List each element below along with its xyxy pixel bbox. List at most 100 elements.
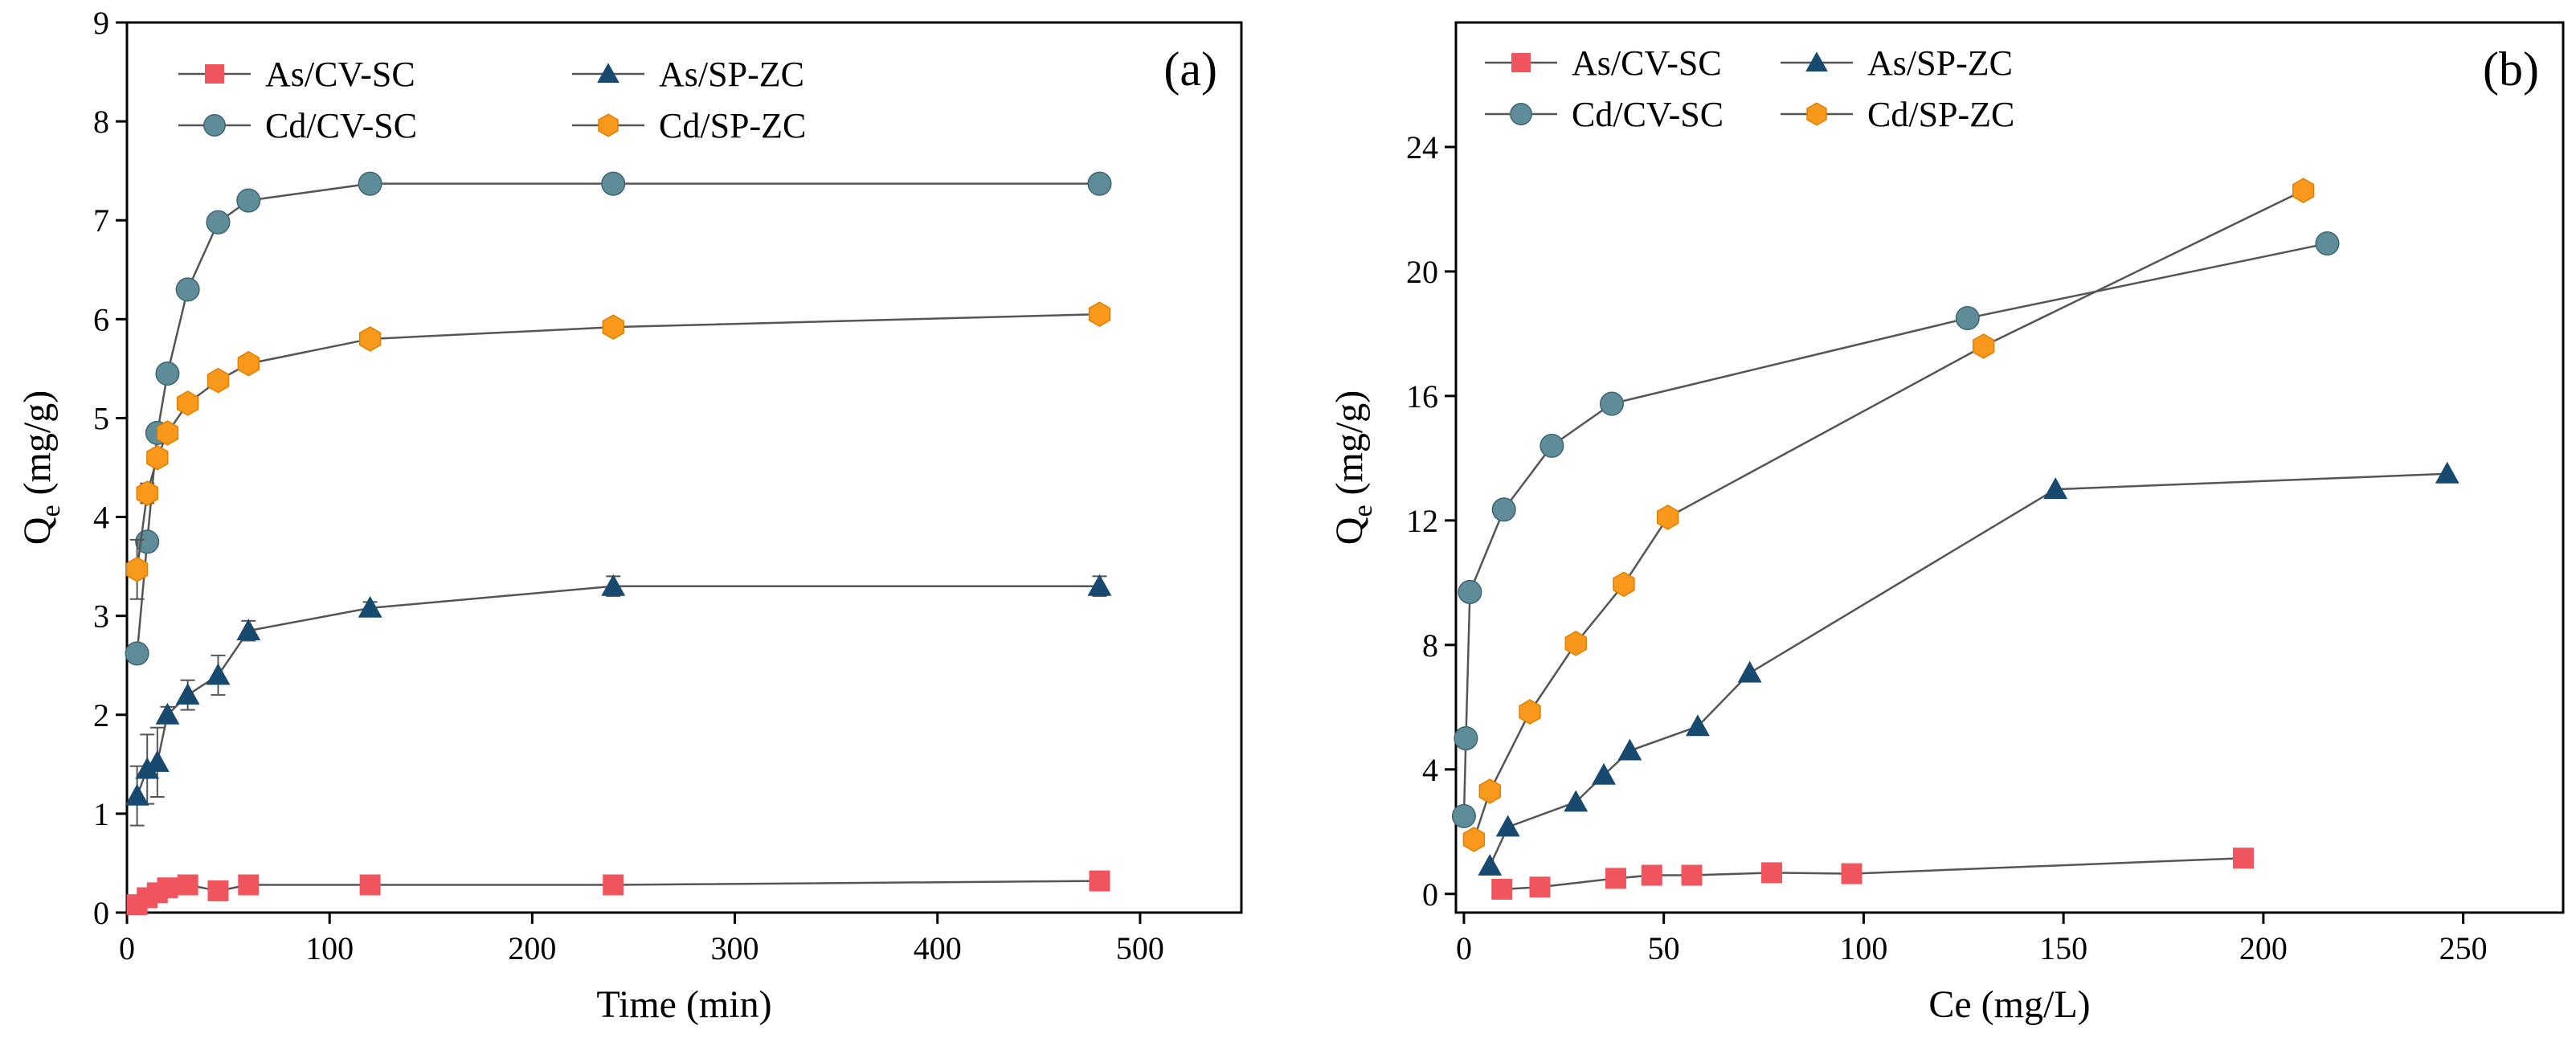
panel-b-series-cd-sp-zc-point — [1972, 333, 1995, 359]
panel-a-series-as-sp-zc-point — [206, 663, 231, 685]
panel-a-series-cd-cv-sc-point — [175, 277, 200, 302]
panel-b-legend: As/CV-SC As/SP-ZC Cd/CV-SC Cd/SP-ZC — [1485, 43, 2014, 134]
panel-b-series-as-cv-sc-point — [1491, 878, 1513, 900]
panel-a-series-as-cv-sc-point — [238, 874, 260, 896]
panel-a-plot-frame — [125, 21, 1243, 914]
panel-b-y-tick-label: 20 — [1406, 254, 1438, 290]
panel-a-legend-marker — [597, 63, 619, 84]
panel-b-legend-item: Cd/CV-SC — [1485, 95, 1723, 134]
panel-a-series-as-sp-zc-point — [155, 702, 180, 725]
panel-b-series-as-cv-sc-point — [1761, 862, 1783, 884]
panel-b-series-cd-cv-sc-point — [1539, 433, 1564, 458]
panel-a-panel-label: (a) — [1163, 43, 1217, 96]
panel-a-series-as-sp-zc-point — [601, 574, 626, 596]
panel-a-series-as-sp-zc-point — [175, 683, 200, 705]
panel-b-series-as-cv-sc-point — [1681, 864, 1703, 886]
panel-a-series-as-cv-sc-point — [157, 877, 178, 899]
panel-b-legend-marker — [1805, 51, 1828, 72]
panel-a-x-axis-label: Time (min) — [596, 983, 771, 1026]
panel-a-series-cd-sp-zc — [125, 301, 1111, 600]
panel-a-legend-item: As/CV-SC — [178, 55, 415, 94]
panel-b-chart: 0 50 100 150 200 250 0 4 8 12 16 20 24 Ce (mg/L) Qe (m… — [1328, 21, 2565, 1026]
panel-b-legend-marker — [1510, 103, 1532, 125]
panel-a-series-cd-cv-sc-point — [601, 171, 626, 196]
panel-b-x-tick-label: 0 — [1456, 930, 1472, 966]
panel-a-x-tick-label: 400 — [914, 930, 962, 966]
panel-a-legend: As/CV-SC As/SP-ZC Cd/CV-SC Cd/SP-ZC — [178, 55, 806, 145]
panel-b-series-cd-cv-sc-point — [1451, 803, 1476, 828]
panel-b-x-tick-label: 250 — [2439, 930, 2488, 966]
panel-b-series-cd-sp-zc-point — [2292, 178, 2315, 204]
panel-b-legend-item: As/SP-ZC — [1781, 43, 2013, 83]
panel-a-y-axis-label: Qe (mg/g) — [16, 390, 66, 545]
panel-b-series-cd-sp-zc-point — [1613, 571, 1635, 598]
panel-b-legend-label: Cd/CV-SC — [1572, 95, 1723, 134]
panel-a-series-cd-sp-zc-point — [1088, 301, 1111, 327]
panel-b-series-as-sp-zc-line — [1489, 472, 2447, 867]
panel-b-series-as-cv-sc-point — [1529, 876, 1551, 898]
panel-b-series-cd-sp-zc-point — [1564, 631, 1587, 656]
panel-a-legend-marker — [203, 114, 226, 137]
panel-a-series-cd-sp-zc-point — [156, 420, 179, 446]
panel-a-series-cd-sp-zc-line — [136, 312, 1100, 570]
panel-b-series-cd-sp-zc — [1462, 178, 2315, 852]
panel-a-series-cd-cv-sc-point — [125, 641, 149, 666]
panel-a-series-as-cv-sc-point — [177, 874, 198, 896]
panel-b-series-as-sp-zc-point — [2043, 477, 2068, 500]
panel-a-legend-label: As/CV-SC — [265, 55, 415, 94]
panel-b-x-tick-label: 50 — [1648, 930, 1680, 966]
panel-a-y-tick-label: 0 — [93, 895, 109, 931]
panel-b-y-axis-label: Qe (mg/g) — [1328, 390, 1378, 545]
panel-a-series-as-sp-zc-point — [125, 783, 149, 806]
panel-a-series-as-sp-zc-point — [135, 757, 160, 779]
panel-a-series-cd-sp-zc-point — [358, 326, 382, 352]
panel-b-legend-label: As/CV-SC — [1572, 43, 1722, 83]
panel-a-y-tick-label: 1 — [93, 796, 109, 832]
panel-a-legend-item: Cd/SP-ZC — [572, 106, 806, 145]
panel-a-legend-item: Cd/CV-SC — [178, 106, 417, 145]
panel-b-legend-label: As/SP-ZC — [1867, 43, 2013, 83]
panel-a-y-tick-label: 4 — [93, 500, 109, 536]
panel-a-x-tick-label: 0 — [119, 930, 135, 966]
panel-a-series-cd-sp-zc-point — [237, 350, 260, 377]
panel-b-series-as-sp-zc — [1478, 461, 2459, 876]
panel-b-series-cd-sp-zc-line — [1473, 190, 2304, 840]
panel-b-x-tick-label: 150 — [2039, 930, 2087, 966]
panel-a-y-tick-label: 2 — [93, 697, 109, 733]
panel-a-y-tick-label: 7 — [93, 202, 109, 239]
panel-a-y-tick-label: 9 — [93, 5, 109, 41]
panel-a-series-as-sp-zc-point — [236, 619, 261, 641]
panel-a-series-as-sp-zc-point — [1087, 574, 1112, 596]
panel-b-y-tick-label: 4 — [1422, 752, 1438, 788]
panel-b-series-cd-cv-sc-line — [1462, 242, 2328, 816]
panel-b-series-as-sp-zc-point — [1495, 815, 1520, 837]
panel-a-x-tick-label: 500 — [1116, 930, 1164, 966]
panel-b-series-as-cv-sc-point — [1641, 864, 1662, 886]
panel-a-series-as-sp-zc-line — [136, 585, 1100, 797]
panel-a-series-cd-cv-sc-line — [136, 182, 1100, 654]
panel-b-series-as-cv-sc-point — [1605, 868, 1626, 889]
panel-b-x-axis-label: Ce (mg/L) — [1928, 983, 2090, 1026]
panel-b-y-tick-label: 24 — [1406, 129, 1438, 165]
panel-a-series-cd-sp-zc-point — [176, 390, 199, 416]
panel-a-x-tick-label: 100 — [305, 930, 354, 966]
panel-a-series-as-sp-zc — [125, 574, 1112, 827]
panel-a-series-cd-cv-sc-point — [236, 188, 261, 213]
panel-b-series-cd-sp-zc-point — [1462, 827, 1486, 852]
panel-a-x-tick-label: 200 — [508, 930, 556, 966]
panel-a-series-cd-sp-zc-point — [206, 367, 230, 394]
panel-a-series-as-cv-sc-point — [603, 874, 624, 896]
panel-b-series-as-sp-zc-point — [2435, 461, 2459, 484]
panel-a-series-as-cv-sc — [126, 870, 1110, 916]
panel-a-legend-marker — [598, 113, 619, 137]
panel-a-legend-label: Cd/CV-SC — [265, 106, 417, 145]
panel-b-plot-frame — [1454, 21, 2565, 914]
panel-b-series-as-sp-zc-point — [1737, 660, 1762, 683]
panel-a-series-as-sp-zc-point — [145, 750, 170, 772]
panel-b-legend-item: As/CV-SC — [1485, 43, 1722, 83]
panel-a-series-cd-sp-zc-point — [602, 314, 624, 340]
panel-b-y-tick-label: 12 — [1406, 503, 1438, 539]
panel-b-legend-label: Cd/SP-ZC — [1867, 95, 2014, 134]
panel-a-series-cd-cv-sc-point — [1087, 171, 1112, 196]
